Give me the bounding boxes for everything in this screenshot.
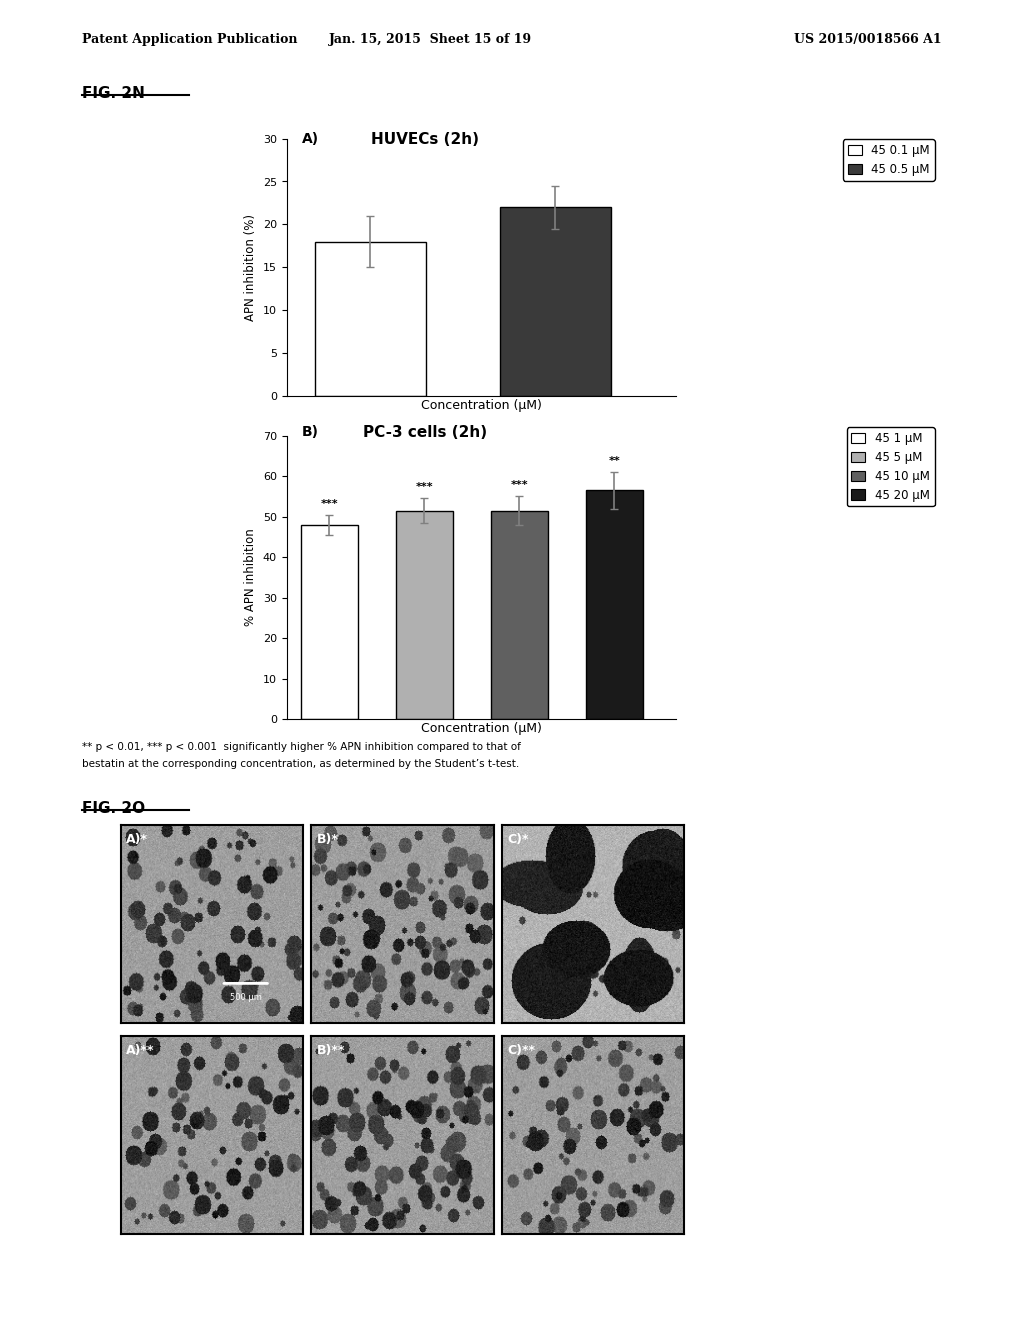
Text: FIG. 2O: FIG. 2O: [82, 801, 145, 816]
Bar: [314, 242, 426, 396]
Legend: 45 1 μM, 45 5 μM, 45 10 μM, 45 20 μM: 45 1 μM, 45 5 μM, 45 10 μM, 45 20 μM: [847, 428, 935, 507]
Text: A)**: A)**: [126, 1044, 155, 1057]
Text: ** p < 0.01, *** p < 0.001  significantly higher % APN inhibition compared to th: ** p < 0.01, *** p < 0.001 significantly…: [82, 742, 521, 752]
X-axis label: Concentration (μM): Concentration (μM): [421, 722, 542, 735]
Text: B)*: B)*: [316, 833, 339, 846]
Text: 500 μm: 500 μm: [229, 993, 261, 1002]
Y-axis label: APN inhibition (%): APN inhibition (%): [245, 214, 257, 321]
Text: ***: ***: [321, 499, 338, 508]
Text: B): B): [302, 425, 319, 440]
Text: bestatin at the corresponding concentration, as determined by the Student’s t-te: bestatin at the corresponding concentrat…: [82, 759, 519, 770]
Bar: [490, 511, 548, 719]
Text: PC-3 cells (2h): PC-3 cells (2h): [362, 425, 487, 440]
Text: FIG. 2N: FIG. 2N: [82, 86, 144, 100]
Bar: [396, 511, 453, 719]
Text: **: **: [608, 455, 620, 466]
Bar: [301, 525, 358, 719]
X-axis label: Concentration (μM): Concentration (μM): [421, 399, 542, 412]
Text: A): A): [302, 132, 319, 147]
Text: C)**: C)**: [507, 1044, 536, 1057]
Text: C)*: C)*: [507, 833, 528, 846]
Legend: 45 0.1 μM, 45 0.5 μM: 45 0.1 μM, 45 0.5 μM: [843, 140, 935, 181]
Text: ***: ***: [416, 482, 433, 492]
Text: Jan. 15, 2015  Sheet 15 of 19: Jan. 15, 2015 Sheet 15 of 19: [329, 33, 531, 46]
Text: ***: ***: [510, 480, 528, 490]
Text: US 2015/0018566 A1: US 2015/0018566 A1: [795, 33, 942, 46]
Y-axis label: % APN inhibition: % APN inhibition: [245, 528, 257, 627]
Bar: [586, 490, 643, 719]
Text: Patent Application Publication: Patent Application Publication: [82, 33, 297, 46]
Text: A)*: A)*: [126, 833, 148, 846]
Text: B)**: B)**: [316, 1044, 345, 1057]
Bar: [500, 207, 611, 396]
Text: HUVECs (2h): HUVECs (2h): [371, 132, 479, 147]
